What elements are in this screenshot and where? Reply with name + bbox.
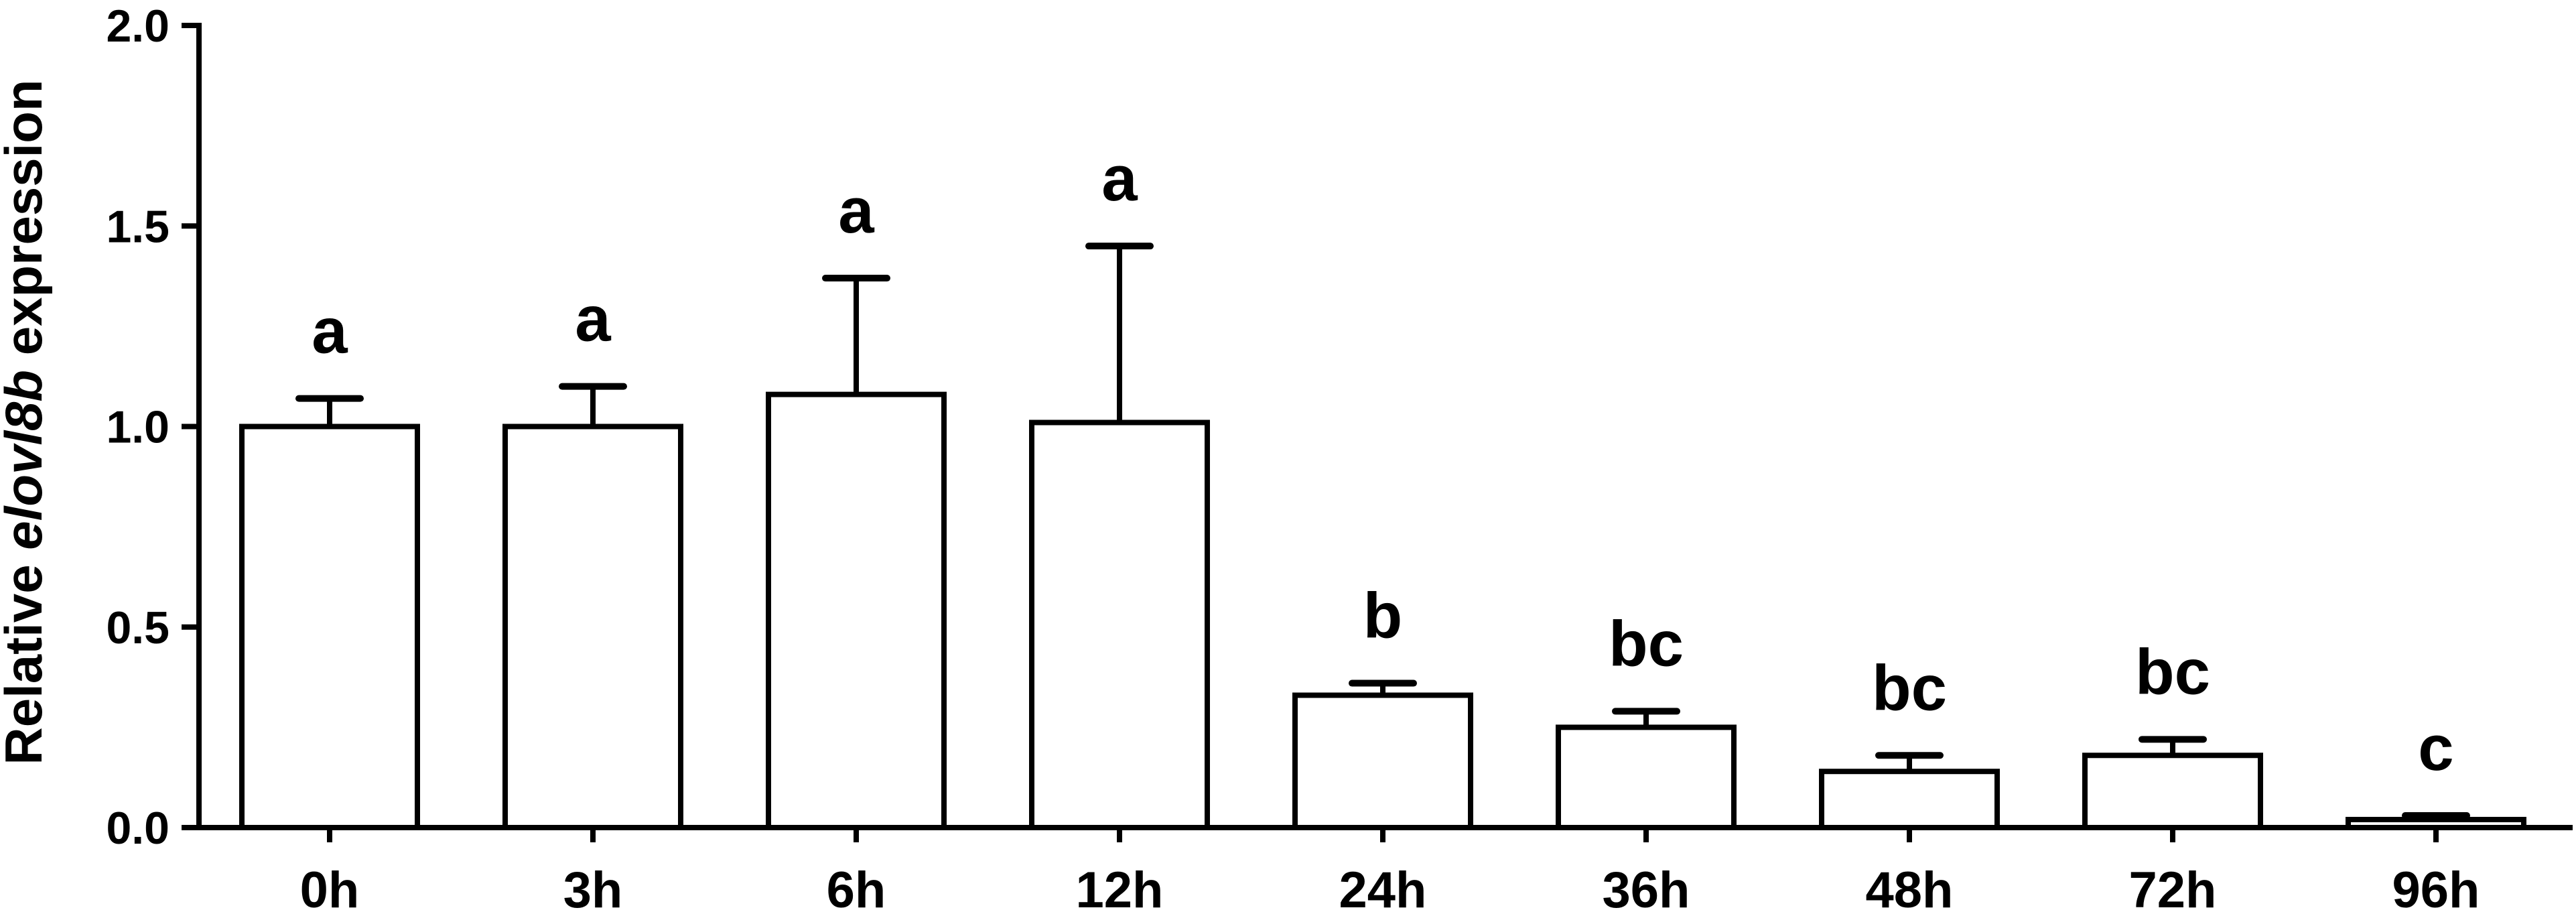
bar (502, 424, 683, 830)
labels-layer: a 0h a 3h a 6h a 12h b 24h bc 36h bc 48h bc 72h c 96h 0.0 0… (106, 1, 2480, 910)
y-tick-label: 0.5 (106, 602, 170, 653)
significance-label: a (575, 283, 611, 355)
x-tick-label: 3h (563, 862, 623, 910)
x-tick-label: 0h (300, 862, 360, 910)
significance-label: bc (1872, 652, 1947, 724)
x-tick-label: 36h (1603, 862, 1690, 910)
bar (2082, 753, 2263, 831)
axes-layer (182, 23, 2573, 842)
significance-label: a (312, 296, 348, 367)
significance-label: bc (2135, 636, 2210, 708)
y-axis-title: Relative elovl8b expression (0, 79, 53, 765)
significance-label: bc (1609, 608, 1684, 679)
y-tick-label: 0.0 (106, 803, 170, 854)
bar (766, 391, 947, 830)
significance-label: a (1101, 143, 1138, 214)
x-tick-label: 48h (1866, 862, 1954, 910)
y-tick-label: 1.5 (106, 201, 170, 252)
y-tick-label: 1.0 (106, 402, 170, 453)
bar (239, 424, 420, 830)
x-tick-label: 12h (1076, 862, 1164, 910)
significance-label: b (1363, 580, 1403, 652)
x-tick-label: 72h (2129, 862, 2217, 910)
bar (1029, 419, 1210, 830)
x-tick-label: 24h (1339, 862, 1427, 910)
significance-label: c (2418, 712, 2453, 784)
bar (1556, 724, 1737, 830)
bars-layer (239, 243, 2526, 831)
bar (1819, 769, 2000, 830)
x-tick-label: 6h (827, 862, 886, 910)
y-tick-label: 2.0 (106, 1, 170, 52)
bar (1292, 692, 1473, 830)
significance-label: a (838, 175, 874, 247)
x-tick-label: 96h (2392, 862, 2480, 910)
